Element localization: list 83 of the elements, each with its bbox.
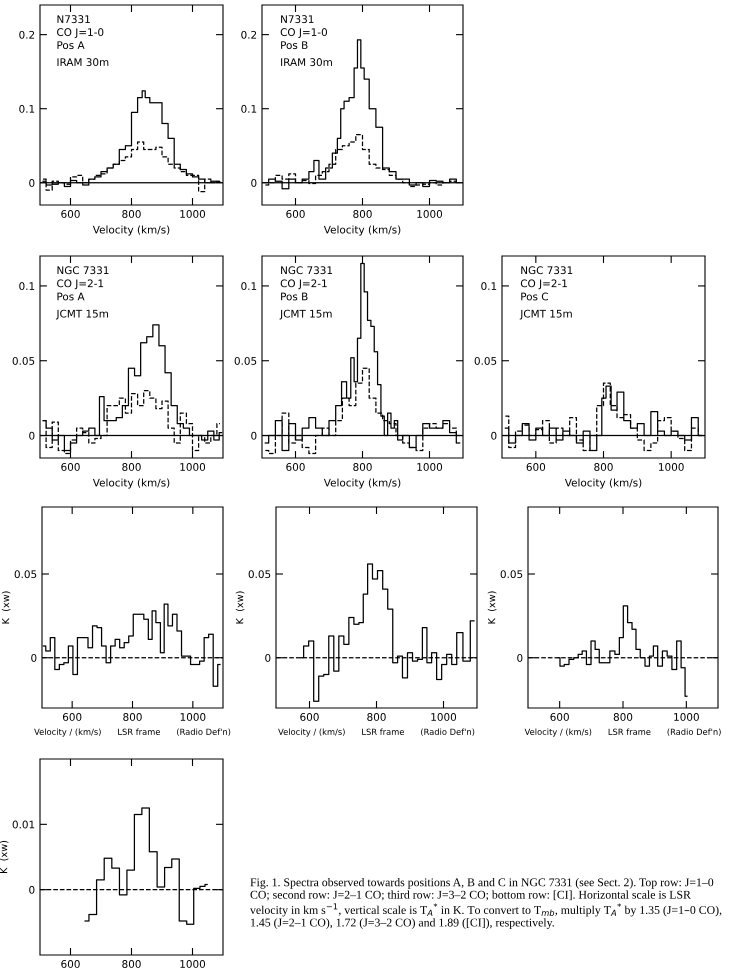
annotation: Pos A: [57, 292, 85, 300]
y-tick-label: 0: [29, 432, 34, 440]
annotation: IRAM 30m: [281, 58, 332, 66]
x-tick-label: 600: [62, 713, 82, 721]
y-tick-label: 0: [251, 432, 256, 440]
x-tick-label: 1000: [180, 210, 206, 218]
x-tick-label: 600: [286, 463, 305, 471]
y-tick-label: 0.1: [481, 282, 496, 290]
x-axis-title: Velocity / (km/s) LSR frame (Radio Def'n): [34, 728, 230, 737]
x-tick-label: 600: [550, 713, 569, 721]
y-tick-label: 0.05: [500, 570, 522, 578]
y-axis-title: K (xw): [0, 840, 8, 873]
y-tick-label: 0.01: [12, 820, 34, 828]
x-tick-label: 800: [353, 463, 372, 471]
y-tick-label: 0.05: [248, 570, 270, 578]
y-tick-label: 0: [29, 886, 34, 894]
y-tick-label: 0.05: [474, 356, 496, 365]
annotation: Pos B: [281, 292, 308, 300]
x-axis-title: Velocity / (km/s) LSR frame (Radio Def'n): [278, 728, 474, 737]
annotation: JCMT 15m: [56, 310, 108, 320]
x-tick-label: 600: [61, 210, 80, 218]
x-tick-label: 1000: [431, 713, 456, 721]
x-tick-label: 800: [367, 713, 386, 721]
y-tick-label: 0: [491, 432, 496, 440]
x-axis-title: Velocity (km/s): [92, 226, 170, 236]
y-tick-label: 0: [517, 654, 522, 662]
y-axis-title: K (xw): [488, 591, 496, 624]
x-axis-title: Velocity (km/s): [92, 478, 170, 489]
y-tick-label: 0.1: [241, 282, 256, 290]
x-tick-label: 1000: [417, 463, 442, 471]
x-tick-label: 800: [122, 463, 141, 471]
y-tick-label: 0: [251, 179, 256, 187]
annotation: N7331: [281, 15, 314, 24]
x-tick-label: 1000: [180, 960, 206, 968]
x-tick-label: 1000: [659, 463, 684, 471]
annotation: CO J=2-1: [520, 279, 567, 290]
annotation: JCMT 15m: [280, 310, 332, 320]
x-axis-title: Velocity (km/s): [324, 478, 400, 489]
x-tick-label: 800: [353, 210, 372, 218]
annotation: NGC 7331: [281, 266, 332, 274]
annotation: IRAM 30m: [57, 58, 108, 66]
annotation: Pos A: [57, 41, 85, 50]
y-tick-label: 0.2: [241, 30, 256, 39]
x-tick-label: 600: [61, 463, 80, 471]
y-tick-label: 0.2: [19, 30, 34, 39]
x-tick-label: 800: [122, 210, 141, 218]
y-tick-label: 0.1: [19, 104, 34, 113]
annotation: Pos B: [281, 41, 308, 50]
annotation: JCMT 15m: [520, 310, 572, 320]
y-tick-label: 0.1: [19, 282, 34, 290]
y-tick-label: 0.05: [234, 356, 256, 365]
y-tick-label: 0.05: [14, 570, 36, 578]
annotation: Pos C: [521, 292, 548, 300]
y-axis-title: K (xw): [2, 591, 10, 624]
x-axis-title: Velocity (km/s): [564, 478, 642, 489]
annotation: NGC 7331: [521, 266, 572, 274]
y-tick-label: 0: [31, 654, 36, 662]
y-tick-label: 0: [265, 654, 270, 662]
x-tick-label: 600: [300, 713, 319, 721]
x-axis-title: Velocity (km/s): [324, 226, 400, 236]
x-tick-label: 1000: [180, 463, 206, 471]
y-tick-label: 0.05: [12, 356, 34, 365]
y-axis-title: K (xw): [236, 591, 244, 624]
annotation: N7331: [57, 15, 90, 24]
y-tick-label: 0: [29, 179, 34, 187]
annotation: CO J=1-0: [280, 28, 327, 38]
text: Fig. 1. Spectra observed towards positions A, B and C in NGC 7331 (see Sect. 2). Top row: J=1–0 CO; second row: J=2–1 CO; third row: J=3–2 CO; bottom row: [CI]. Horizontal scale is LSR velocity in km s$^{−1}$, vertical scale is T$_{A}$$^{*}$ in K. To convert to T$_{mb}$, multiply T$_{A}$$^{*}$ by 1.35 (J=1–0 CO), 1.45 (J=2–1 CO), 1.72 (J=3–2 CO) and 1.89 ([CI]), respectively.: [250, 878, 722, 929]
y-tick-label: 0.1: [241, 104, 256, 113]
annotation: NGC 7331: [57, 266, 108, 274]
annotation: CO J=2-1: [280, 279, 327, 290]
x-tick-label: 800: [123, 713, 142, 721]
annotation: CO J=2-1: [57, 279, 104, 290]
x-tick-label: 1000: [674, 713, 699, 721]
x-tick-label: 600: [61, 960, 80, 968]
x-tick-label: 1000: [417, 210, 442, 218]
x-axis-title: Velocity / (km/s) LSR frame (Radio Def'n): [524, 728, 721, 737]
x-tick-label: 600: [286, 210, 305, 218]
x-tick-label: 800: [594, 463, 613, 471]
x-tick-label: 600: [526, 463, 546, 471]
annotation: CO J=1-0: [57, 28, 104, 38]
x-tick-label: 800: [614, 713, 632, 721]
x-tick-label: 1000: [180, 713, 206, 721]
x-tick-label: 800: [122, 960, 141, 968]
